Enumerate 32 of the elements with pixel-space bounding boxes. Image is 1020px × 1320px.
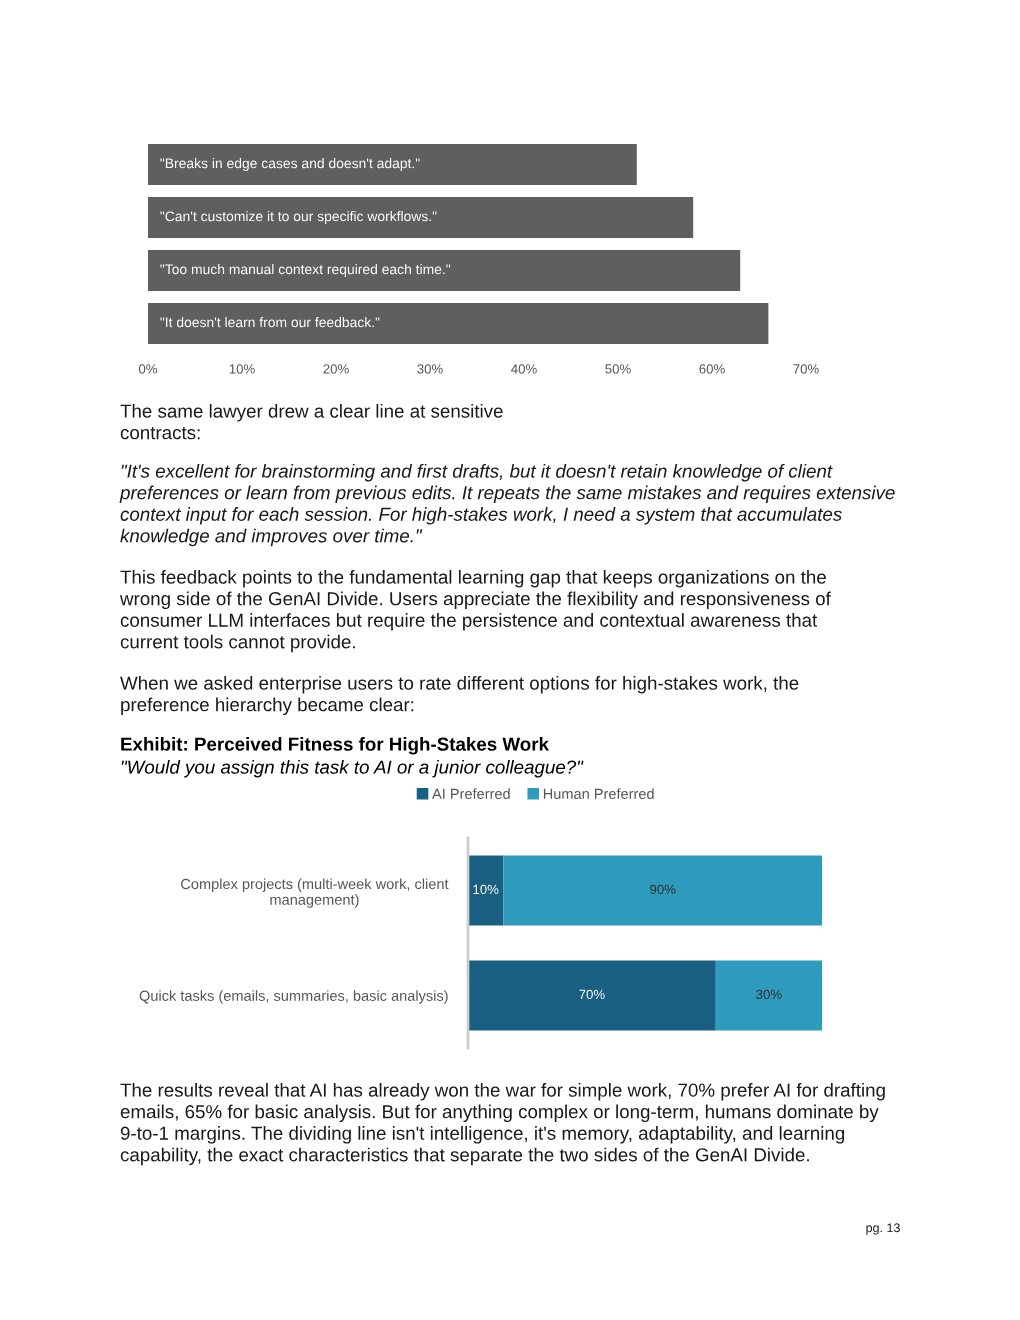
x-tick-label: 70% [793, 364, 819, 374]
x-tick-label: 10% [229, 364, 255, 374]
x-tick-label: 40% [511, 364, 537, 374]
data-label: 30% [756, 989, 782, 1000]
bar [148, 197, 694, 238]
text: pg. 13 [866, 1223, 900, 1235]
y-tick-label: Quick tasks (emails, summaries, basic analysis) [139, 990, 448, 1004]
legend-label: AI Preferred [432, 788, 510, 799]
legend-label: Human Preferred [543, 788, 654, 799]
x-tick-label: 30% [417, 364, 443, 374]
chart-subtitle: "Would you assign this task to AI or a junior colleague?" [121, 760, 584, 778]
text: The results reveal that AI has already won the war for simple work, 70% prefer AI for drafting emails, 65% for basic analysis. But for anything complex or long-term, humans dominate by 9-to-1 margins. The dividing line isn't intelligence, it's memory, adaptability, and learning capability, the exact characteristics that separate the two sides of the GenAI Divide. [120, 1083, 885, 1166]
category-label: "Can't customize it to our specific workflows." [160, 211, 437, 224]
text: "It's excellent for brainstorming and first drafts, but it doesn't retain knowledge of client preferences or learn from previous edits. It repeats the same mistakes and requires extensive context input for each session. For high-stakes work, I need a system that accumulates knowledge and improves over time." [119, 464, 895, 547]
category-label: "It doesn't learn from our feedback." [160, 317, 380, 328]
data-label: 70% [579, 989, 605, 1000]
category-label: "Breaks in edge cases and doesn't adapt." [160, 158, 420, 171]
y-tick-label: Complex projects (multi-week work, client management) [181, 878, 449, 908]
data-label: 90% [650, 884, 676, 895]
x-tick-label: 0% [138, 364, 158, 374]
text: When we asked enterprise users to rate different options for high-stakes work, the preference hierarchy became clear: [120, 676, 799, 716]
bar [148, 250, 741, 291]
bar [148, 303, 769, 344]
text: This feedback points to the fundamental learning gap that keeps organizations on the wrong side of the GenAI Divide. Users appreciate the flexibility and responsiveness of consumer LLM interfaces but require the persistence and contextual awareness that current tools cannot provide. [119, 570, 831, 653]
chart-title: Exhibit: Perceived Fitness for High-Stakes Work [121, 737, 549, 755]
x-tick-label: 60% [699, 364, 725, 374]
x-tick-label: 20% [323, 364, 349, 374]
text: The same lawyer drew a clear line at sensitive contracts: [120, 404, 503, 440]
x-tick-label: 50% [605, 364, 631, 374]
data-label: 10% [473, 884, 499, 895]
category-label: "Too much manual context required each time." [160, 264, 451, 277]
bar [148, 144, 637, 185]
